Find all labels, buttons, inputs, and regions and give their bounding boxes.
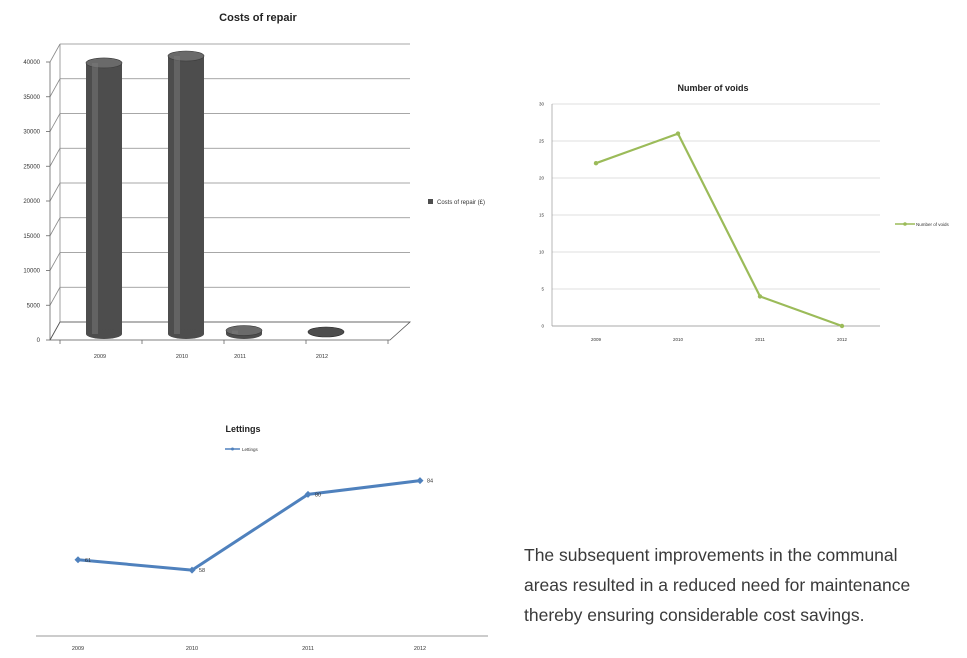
x-axis-tick-labels: 2009 2010 2011 2012 (72, 646, 426, 652)
gridline-side (49, 78, 61, 97)
legend-marker (231, 447, 234, 451)
data-label: 61 (85, 558, 91, 564)
legend-marker (903, 222, 907, 226)
bar (307, 326, 345, 338)
y-tick-label: 20000 (23, 199, 40, 205)
legend-swatch (428, 199, 433, 204)
lettings-chart: Lettings Lettings 2009 2010 2011 2012 61 58 8… (36, 424, 488, 652)
data-point (304, 490, 312, 498)
data-point (593, 161, 599, 166)
legend: Number of voids (895, 222, 950, 227)
x-tick-label: 2010 (186, 646, 198, 652)
gridline-side (49, 252, 61, 271)
x-tick-label: 2011 (302, 646, 314, 652)
x-tick-label: 2010 (176, 354, 188, 360)
gridline-side (49, 43, 61, 63)
y-axis-tick-labels: 0 5000 10000 15000 20000 25000 30000 35000 40000 (23, 60, 40, 344)
y-axis-tick-labels: 0 5 10 15 20 25 30 (539, 102, 545, 329)
bar (85, 57, 123, 339)
x-tick-label: 2011 (234, 354, 246, 360)
bar-disc (307, 326, 345, 338)
y-tick-label: 20 (539, 176, 545, 181)
bar (167, 50, 205, 339)
caption-text: The subsequent improvements in the commu… (524, 545, 911, 625)
data-point (757, 294, 763, 299)
legend: Lettings (225, 447, 259, 452)
data-label: 80 (315, 492, 321, 498)
legend-label: Costs of repair (£) (437, 200, 485, 206)
chart-title: Lettings (226, 424, 261, 434)
chart-title: Costs of repair (219, 12, 297, 24)
gridline-side (49, 113, 61, 132)
data-point (839, 323, 845, 329)
data-point (416, 477, 424, 485)
line-path (595, 132, 843, 328)
y-tick-label: 5 (541, 287, 544, 292)
y-tick-label: 30000 (23, 130, 40, 136)
gridline-side (49, 287, 61, 306)
y-tick-label: 25000 (23, 164, 40, 170)
data-point (188, 566, 196, 574)
x-tick-label: 2011 (755, 337, 765, 342)
data-point (675, 131, 681, 136)
y-tick-label: 15 (539, 213, 545, 218)
y-tick-label: 10 (539, 250, 545, 255)
data-point (74, 556, 82, 564)
chart-title: Number of voids (677, 83, 748, 93)
series-line (593, 131, 845, 329)
gridline-side (49, 182, 61, 202)
data-label: 84 (427, 479, 433, 485)
y-tick-label: 25 (539, 139, 545, 144)
x-tick-label: 2010 (673, 337, 684, 342)
bar-highlight (232, 330, 238, 334)
x-axis-tick-labels: 2009 2010 2011 2012 (591, 337, 848, 342)
gridlines (551, 103, 880, 327)
y-tick-label: 40000 (23, 60, 40, 66)
bar-highlight (92, 62, 98, 334)
series-line: 61 58 80 84 (74, 477, 433, 574)
x-tick-label: 2012 (414, 646, 426, 652)
y-tick-label: 15000 (23, 234, 40, 240)
legend: Costs of repair (£) (428, 199, 485, 206)
number-of-voids-chart: Number of voids 0 5 10 15 20 25 30 2009 2010 201… (539, 83, 950, 342)
y-tick-label: 0 (37, 338, 41, 344)
legend-label: Number of voids (916, 222, 950, 227)
legend-label: Lettings (242, 447, 259, 452)
y-tick-label: 10000 (23, 269, 40, 275)
gridline-side (49, 148, 61, 167)
x-axis-tick-labels: 2009 2010 2011 2012 (94, 354, 328, 360)
y-tick-label: 35000 (23, 95, 40, 101)
bar (225, 325, 263, 339)
y-tick-label: 0 (541, 324, 544, 329)
x-tick-label: 2009 (72, 646, 84, 652)
gridline-side (49, 217, 61, 236)
x-tick-label: 2009 (94, 354, 106, 360)
x-tick-label: 2012 (316, 354, 328, 360)
y-tick-label: 30 (539, 102, 545, 107)
costs-of-repair-chart: Costs of repair 0 5000 10000 15000 20000 2500… (23, 12, 485, 360)
bars (85, 50, 345, 339)
y-tick-label: 5000 (27, 303, 41, 309)
x-tick-label: 2009 (591, 337, 602, 342)
bar-highlight (174, 56, 180, 334)
data-label: 58 (199, 568, 205, 574)
line-path (77, 479, 421, 572)
x-tick-label: 2012 (837, 337, 848, 342)
floor (49, 321, 412, 341)
